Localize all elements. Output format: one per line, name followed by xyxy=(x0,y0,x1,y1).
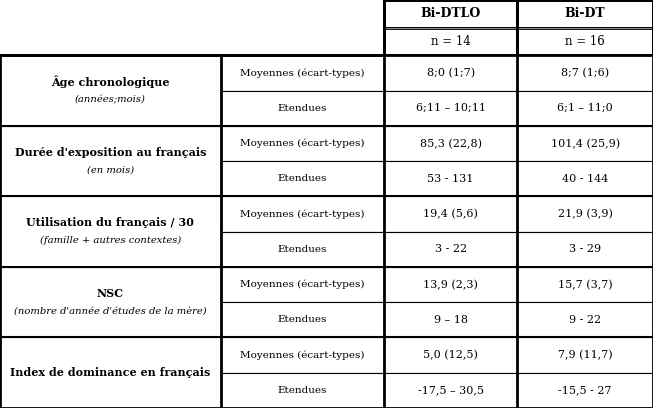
Bar xyxy=(384,0,517,28)
Bar xyxy=(221,197,384,232)
Bar xyxy=(0,55,221,126)
Text: 21,9 (3,9): 21,9 (3,9) xyxy=(558,209,613,219)
Text: 15,7 (3,7): 15,7 (3,7) xyxy=(558,279,613,290)
Bar xyxy=(384,302,517,337)
Text: -15,5 - 27: -15,5 - 27 xyxy=(558,386,612,395)
Text: Moyennes (écart-types): Moyennes (écart-types) xyxy=(240,139,364,149)
Bar xyxy=(221,232,384,267)
Text: 101,4 (25,9): 101,4 (25,9) xyxy=(550,138,620,149)
Text: 7,9 (11,7): 7,9 (11,7) xyxy=(558,350,613,360)
Text: (nombre d'année d'études de la mère): (nombre d'année d'études de la mère) xyxy=(14,306,206,315)
Bar xyxy=(517,267,653,302)
Text: Etendues: Etendues xyxy=(278,174,327,183)
Text: (famille + autres contextes): (famille + autres contextes) xyxy=(40,236,181,245)
Bar xyxy=(517,161,653,197)
Bar xyxy=(384,373,517,408)
Bar xyxy=(221,161,384,197)
Text: n = 16: n = 16 xyxy=(565,35,605,48)
Text: -17,5 – 30,5: -17,5 – 30,5 xyxy=(417,386,484,395)
Bar xyxy=(384,232,517,267)
Text: 9 - 22: 9 - 22 xyxy=(569,315,601,325)
Bar xyxy=(0,267,221,337)
Bar xyxy=(0,0,384,55)
Text: 6;11 – 10;11: 6;11 – 10;11 xyxy=(415,103,486,113)
Text: Etendues: Etendues xyxy=(278,315,327,324)
Text: Etendues: Etendues xyxy=(278,386,327,395)
Text: 40 - 144: 40 - 144 xyxy=(562,174,609,184)
Text: 3 - 22: 3 - 22 xyxy=(434,244,467,254)
Text: 5,0 (12,5): 5,0 (12,5) xyxy=(423,350,478,360)
Text: Moyennes (écart-types): Moyennes (écart-types) xyxy=(240,69,364,78)
Bar xyxy=(0,126,221,197)
Bar xyxy=(384,337,517,373)
Bar xyxy=(384,55,517,91)
Text: 85,3 (22,8): 85,3 (22,8) xyxy=(420,138,481,149)
Bar xyxy=(517,302,653,337)
Text: Bi-DTLO: Bi-DTLO xyxy=(421,7,481,20)
Bar xyxy=(384,126,517,161)
Text: (en mois): (en mois) xyxy=(87,166,134,175)
Text: Bi-DT: Bi-DT xyxy=(565,7,605,20)
Bar xyxy=(221,337,384,373)
Bar xyxy=(221,267,384,302)
Text: NSC: NSC xyxy=(97,288,124,299)
Bar xyxy=(221,126,384,161)
Bar xyxy=(384,91,517,126)
Bar xyxy=(517,373,653,408)
Bar xyxy=(384,161,517,197)
Bar xyxy=(517,197,653,232)
Text: 6;1 – 11;0: 6;1 – 11;0 xyxy=(557,103,613,113)
Text: Moyennes (écart-types): Moyennes (écart-types) xyxy=(240,209,364,219)
Text: (années;mois): (années;mois) xyxy=(75,95,146,104)
Text: 8;7 (1;6): 8;7 (1;6) xyxy=(561,68,609,78)
Bar xyxy=(0,337,221,408)
Bar xyxy=(517,55,653,91)
Bar xyxy=(384,267,517,302)
Text: Moyennes (écart-types): Moyennes (écart-types) xyxy=(240,280,364,289)
Text: 13,9 (2,3): 13,9 (2,3) xyxy=(423,279,478,290)
Text: Durée d'exposition au français: Durée d'exposition au français xyxy=(14,147,206,158)
Bar xyxy=(221,91,384,126)
Bar xyxy=(221,302,384,337)
Bar xyxy=(0,197,221,267)
Bar xyxy=(384,28,517,55)
Text: Etendues: Etendues xyxy=(278,104,327,113)
Text: n = 14: n = 14 xyxy=(431,35,470,48)
Bar xyxy=(517,0,653,28)
Bar xyxy=(221,373,384,408)
Text: 8;0 (1;7): 8;0 (1;7) xyxy=(426,68,475,78)
Text: 9 – 18: 9 – 18 xyxy=(434,315,468,325)
Text: Moyennes (écart-types): Moyennes (écart-types) xyxy=(240,350,364,360)
Bar xyxy=(517,232,653,267)
Text: 53 - 131: 53 - 131 xyxy=(427,174,474,184)
Bar xyxy=(517,28,653,55)
Text: 3 - 29: 3 - 29 xyxy=(569,244,601,254)
Bar xyxy=(221,55,384,91)
Bar xyxy=(384,197,517,232)
Bar xyxy=(517,91,653,126)
Text: Index de dominance en français: Index de dominance en français xyxy=(10,367,210,378)
Text: 19,4 (5,6): 19,4 (5,6) xyxy=(423,209,478,219)
Bar xyxy=(517,337,653,373)
Text: Âge chronologique: Âge chronologique xyxy=(51,75,170,88)
Bar xyxy=(517,126,653,161)
Text: Utilisation du français / 30: Utilisation du français / 30 xyxy=(26,217,195,228)
Text: Etendues: Etendues xyxy=(278,245,327,254)
